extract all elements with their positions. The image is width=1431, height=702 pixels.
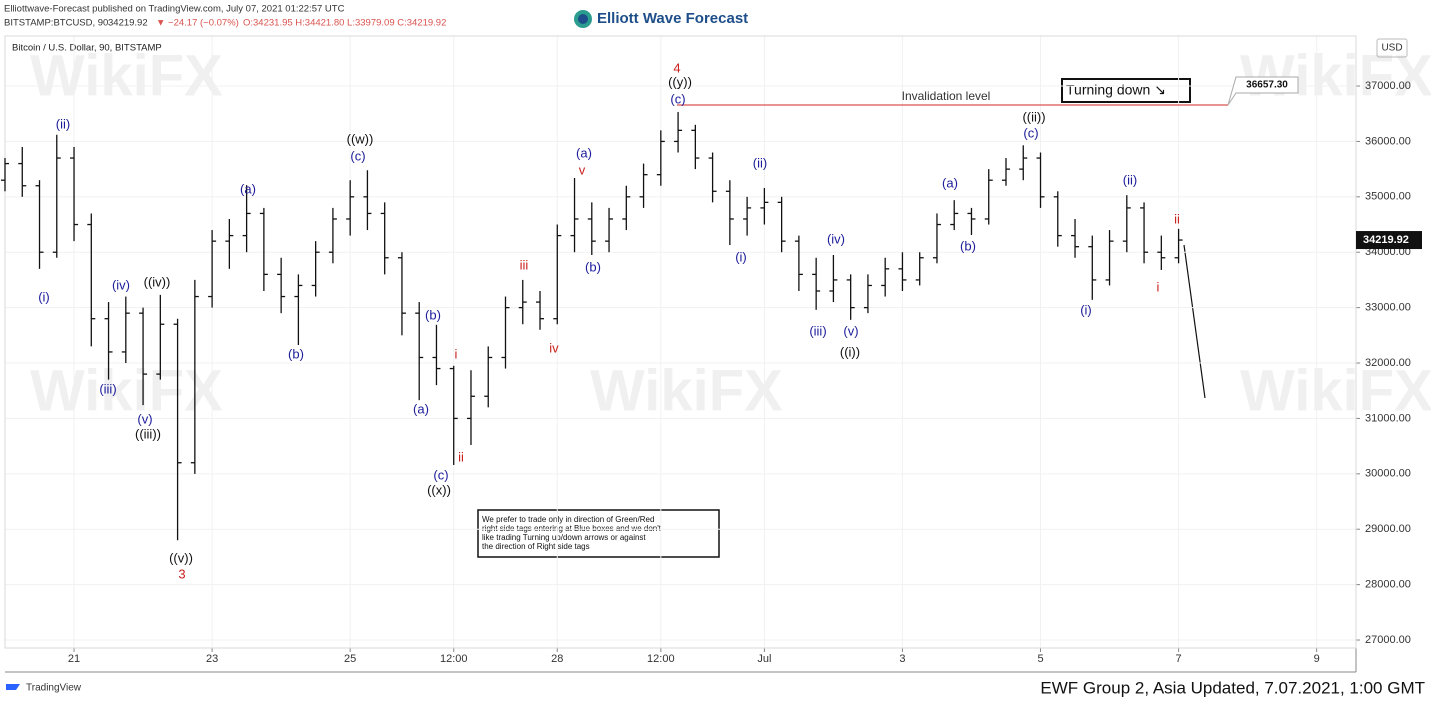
chart-title: Bitcoin / U.S. Dollar, 90, BITSTAMP [12,43,162,54]
watermark: WikiFX [590,358,783,423]
x-tick-label: 23 [206,653,218,665]
wave-label: (iv) [827,231,845,246]
turning-down-box [1061,78,1191,103]
turning-down: Turning down ↘ [1066,82,1166,98]
wave-label: (iv) [112,277,130,292]
update-note: EWF Group 2, Asia Updated, 7.07.2021, 1:… [1040,678,1425,697]
wave-label: ((y)) [668,74,692,89]
plot-frame [4,35,1357,649]
x-tick-label: 25 [344,653,356,665]
publisher: Elliottwave-Forecast published on Tradin… [4,4,345,15]
x-tick-label: 12:00 [440,653,468,665]
watermark: WikiFX [30,43,223,108]
wave-label: (a) [942,175,958,190]
wave-label: v [579,162,586,177]
wave-label: iii [520,257,529,272]
wave-label: (ii) [1123,172,1137,187]
invalidation-callout [1227,76,1299,106]
y-tick-label: 35000.00 [1365,191,1411,203]
tradingview-brand: TradingView [26,683,82,694]
wave-label: ii [1174,211,1180,226]
wave-label: ((x)) [427,482,451,497]
ohlc: O:34231.95 H:34421.80 L:33979.09 C:34219… [243,18,446,29]
invalidation-text: Invalidation level [902,89,991,103]
y-tick-label: 29000.00 [1365,523,1411,535]
disclaimer-line: the direction of Right side tags [482,542,590,551]
y-tick-label: 28000.00 [1365,579,1411,591]
wave-label: (i) [38,289,50,304]
y-tick-label: 27000.00 [1365,634,1411,646]
wave-label: (b) [960,238,976,253]
y-tick-label: 34000.00 [1365,246,1411,258]
wave-label: (c) [433,467,448,482]
wave-label: i [455,346,458,361]
wave-label: (iii) [809,323,826,338]
wave-label: (v) [137,411,152,426]
wave-label: ((iii)) [135,426,161,441]
watermark: WikiFX [30,358,223,423]
wave-label: (c) [350,148,365,163]
wave-label: (c) [670,91,685,106]
y-tick-label: 33000.00 [1365,302,1411,314]
y-tick-label: 32000.00 [1365,357,1411,369]
wave-label: ((w)) [347,131,374,146]
wave-label: (ii) [753,155,767,170]
disclaimer-line: We prefer to trade only in direction of … [482,515,654,524]
currency-box [1376,38,1408,58]
y-tick-label: 36000.00 [1365,135,1411,147]
disclaimer-box [477,509,720,558]
wave-label: ii [458,449,464,464]
wave-label: (v) [843,323,858,338]
y-tick-label: 37000.00 [1365,80,1411,92]
symbol: BITSTAMP:BTCUSD, 90 [4,18,108,29]
wave-label: (c) [1023,125,1038,140]
last-price-label: 34219.92 [1363,234,1409,246]
wave-label: ((i)) [840,344,860,359]
invalidation-label: 36657.30 [1246,80,1288,91]
x-tick-label: 3 [899,653,905,665]
wave-label: (a) [240,181,256,196]
wave-label: (a) [413,401,429,416]
watermark: WikiFX [1240,43,1431,108]
logo: Elliott Wave Forecast [597,10,748,27]
wave-label: (iii) [99,381,116,396]
wave-label: ((iv)) [144,274,171,289]
x-tick-label: 9 [1314,653,1320,665]
last-price-box [1356,231,1422,250]
x-tick-label: 21 [68,653,80,665]
wave-label: (b) [585,259,601,274]
y-tick-label: 31000.00 [1365,412,1411,424]
logo-icon-inner [578,14,588,24]
disclaimer-line: right side tags entering at Blue boxes a… [482,524,662,533]
wave-label: (i) [735,249,747,264]
x-tick-label: 12:00 [647,653,675,665]
projection-line [1183,244,1206,399]
x-tick-label: 28 [551,653,563,665]
y-tick-label: 30000.00 [1365,468,1411,480]
change: ▼ −24.17 (−0.07%) [156,18,239,29]
currency: USD [1381,43,1402,54]
wave-label: ((ii)) [1022,109,1045,124]
wave-label: ((v)) [169,550,193,565]
wave-label: (a) [576,145,592,160]
last: 34219.92 [108,18,148,29]
wave-label: 4 [673,60,680,75]
wave-label: (b) [425,307,441,322]
wave-label: 3 [178,566,185,581]
wave-label: (b) [288,346,304,361]
x-tick-label: 5 [1037,653,1043,665]
wave-label: i [1157,279,1160,294]
wave-label: (ii) [56,116,70,131]
tradingview-icon [6,684,20,690]
disclaimer-line: like trading Turning up/down arrows or a… [482,533,646,542]
watermark: WikiFX [1240,358,1431,423]
x-tick-label: Jul [757,653,771,665]
wave-label: (i) [1080,302,1092,317]
wave-label: iv [549,340,559,355]
x-tick-label: 7 [1176,653,1182,665]
